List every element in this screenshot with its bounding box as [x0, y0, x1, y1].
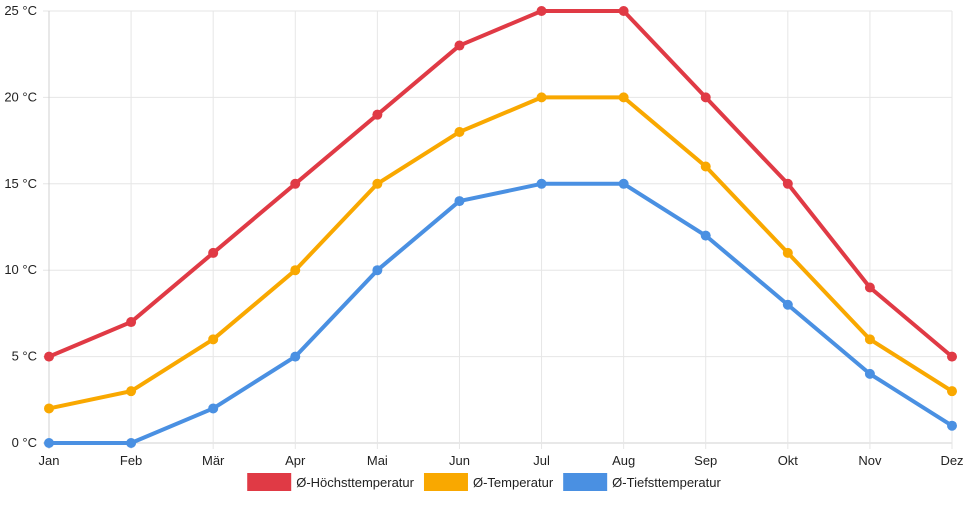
legend-label: Ø-Temperatur	[473, 475, 554, 490]
legend-item[interactable]: Ø-Temperatur	[424, 473, 554, 491]
data-point[interactable]	[372, 110, 382, 120]
data-point[interactable]	[44, 352, 54, 362]
data-point[interactable]	[454, 196, 464, 206]
data-point[interactable]	[372, 265, 382, 275]
y-axis: 0 °C 5 °C 10 °C 15 °C 20 °C 25 °C	[4, 3, 37, 450]
y-tick-label: 20 °C	[4, 89, 37, 104]
data-point[interactable]	[208, 403, 218, 413]
y-tick-label: 15 °C	[4, 176, 37, 191]
data-point[interactable]	[947, 386, 957, 396]
series-3	[44, 179, 957, 448]
x-tick-label: Feb	[120, 453, 142, 468]
data-point[interactable]	[619, 6, 629, 16]
data-point[interactable]	[290, 265, 300, 275]
data-point[interactable]	[619, 179, 629, 189]
x-tick-label: Apr	[285, 453, 306, 468]
y-tick-label: 0 °C	[12, 435, 37, 450]
legend[interactable]: Ø-Höchsttemperatur Ø-Temperatur Ø-Tiefstte…	[247, 473, 721, 491]
series-lines	[44, 6, 957, 448]
data-point[interactable]	[701, 92, 711, 102]
data-point[interactable]	[537, 179, 547, 189]
data-point[interactable]	[537, 6, 547, 16]
data-point[interactable]	[290, 179, 300, 189]
data-point[interactable]	[783, 248, 793, 258]
x-axis: Jan Feb Mär Apr Mai Jun Jul Aug Sep Okt Nov Dez	[39, 453, 964, 468]
y-tick-label: 25 °C	[4, 3, 37, 18]
data-point[interactable]	[701, 162, 711, 172]
x-tick-label: Dez	[940, 453, 963, 468]
data-point[interactable]	[783, 300, 793, 310]
data-point[interactable]	[44, 403, 54, 413]
x-tick-label: Jul	[533, 453, 550, 468]
data-point[interactable]	[865, 369, 875, 379]
y-tick-label: 5 °C	[12, 349, 37, 364]
data-point[interactable]	[126, 386, 136, 396]
data-point[interactable]	[290, 352, 300, 362]
data-point[interactable]	[865, 334, 875, 344]
data-point[interactable]	[44, 438, 54, 448]
data-point[interactable]	[537, 92, 547, 102]
series-line	[49, 97, 952, 408]
x-tick-label: Nov	[858, 453, 882, 468]
legend-swatch	[247, 473, 291, 491]
data-point[interactable]	[619, 92, 629, 102]
x-tick-label: Mai	[367, 453, 388, 468]
legend-swatch	[424, 473, 468, 491]
data-point[interactable]	[126, 317, 136, 327]
data-point[interactable]	[454, 127, 464, 137]
data-point[interactable]	[208, 248, 218, 258]
legend-item[interactable]: Ø-Tiefsttemperatur	[563, 473, 721, 491]
data-point[interactable]	[208, 334, 218, 344]
x-tick-label: Aug	[612, 453, 635, 468]
x-tick-label: Okt	[778, 453, 799, 468]
y-tick-label: 10 °C	[4, 262, 37, 277]
data-point[interactable]	[454, 41, 464, 51]
data-point[interactable]	[783, 179, 793, 189]
series-2	[44, 92, 957, 413]
data-point[interactable]	[947, 352, 957, 362]
legend-label: Ø-Tiefsttemperatur	[612, 475, 721, 490]
x-tick-label: Jun	[449, 453, 470, 468]
legend-swatch	[563, 473, 607, 491]
grid	[43, 11, 952, 449]
data-point[interactable]	[372, 179, 382, 189]
data-point[interactable]	[701, 231, 711, 241]
data-point[interactable]	[865, 282, 875, 292]
legend-label: Ø-Höchsttemperatur	[296, 475, 414, 490]
data-point[interactable]	[126, 438, 136, 448]
data-point[interactable]	[947, 421, 957, 431]
legend-item[interactable]: Ø-Höchsttemperatur	[247, 473, 414, 491]
x-tick-label: Mär	[202, 453, 225, 468]
x-tick-label: Sep	[694, 453, 717, 468]
x-tick-label: Jan	[39, 453, 60, 468]
